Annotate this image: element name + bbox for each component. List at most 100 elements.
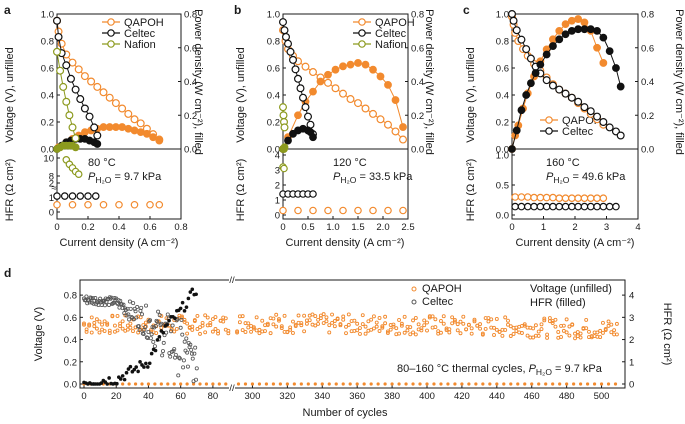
qapoh-voltage-point	[190, 324, 195, 329]
legend-label: Celtec	[422, 296, 454, 308]
qapoh-hfr-point	[299, 382, 303, 386]
voltage-tick-label: 0.6	[267, 64, 280, 75]
voltage-point	[71, 134, 80, 143]
hfr-point	[530, 202, 538, 211]
celtec-voltage-point	[115, 301, 120, 306]
celtec-hfr-point	[182, 309, 187, 313]
hfr-point	[555, 202, 564, 211]
voltage-point	[291, 65, 300, 74]
celtec-voltage-point	[117, 305, 122, 310]
x-tick-label: 300	[245, 391, 261, 402]
qapoh-voltage-point	[338, 323, 343, 328]
qapoh-voltage-point	[254, 315, 259, 320]
qapoh-voltage-point	[203, 313, 208, 318]
qapoh-hfr-point	[411, 382, 415, 386]
qapoh-voltage-point	[299, 321, 304, 326]
hfr-point	[324, 206, 332, 215]
voltage-point	[299, 93, 308, 102]
qapoh-voltage-point	[279, 324, 284, 329]
power-tick-label: 0.2	[411, 111, 424, 122]
celtec-hfr-point	[105, 382, 109, 386]
voltage-point	[76, 95, 85, 104]
qapoh-voltage-point	[402, 314, 407, 319]
power-point	[155, 136, 164, 145]
legend-label: QAPOH	[422, 283, 462, 295]
power-point	[580, 18, 589, 27]
qapoh-hfr-point	[502, 382, 506, 386]
qapoh-voltage-point	[335, 316, 340, 321]
qapoh-voltage-point	[358, 326, 362, 330]
voltage-tick-label: 0.8	[64, 291, 77, 302]
qapoh-voltage-point	[263, 329, 267, 334]
hfr-tick-label: 1	[275, 196, 280, 207]
celtec-hfr-point	[138, 360, 142, 364]
power-tick-label: 0.0	[411, 145, 424, 156]
qapoh-voltage-point	[553, 324, 558, 329]
voltage-tick-label: 0.0	[64, 380, 77, 391]
qapoh-voltage-point	[567, 333, 572, 338]
celtec-hfr-point	[167, 318, 171, 323]
panel-letter-a: a	[4, 3, 11, 17]
qapoh-hfr-point	[127, 382, 131, 386]
qapoh-voltage-point	[246, 321, 251, 326]
hfr-point	[599, 194, 608, 203]
voltage-tick-label: 0.2	[267, 118, 280, 129]
power-tick-label: 0.8	[184, 10, 197, 21]
pressure-value: = 49.6 kPa	[569, 171, 626, 183]
hfr-tick-label: 1.0	[496, 151, 509, 162]
qapoh-voltage-point	[458, 331, 463, 336]
power-point	[309, 87, 317, 96]
celtec-voltage-point	[144, 303, 149, 308]
celtec-hfr-point	[190, 287, 195, 292]
voltage-point	[304, 112, 313, 121]
voltage-point	[301, 103, 310, 112]
qapoh-voltage-point	[455, 322, 460, 327]
voltage-point	[331, 84, 340, 93]
qapoh-hfr-point	[355, 382, 359, 386]
qapoh-voltage-point	[503, 315, 508, 320]
hfr-point	[530, 193, 538, 202]
celtec-hfr-point	[155, 338, 160, 342]
qapoh-voltage-point	[405, 328, 410, 333]
hfr-point	[76, 192, 85, 200]
x-tick-label: 1	[541, 222, 546, 233]
legend-marker	[411, 286, 417, 292]
qapoh-voltage-point	[374, 320, 379, 325]
hfr-point	[517, 202, 526, 211]
qapoh-hfr-point	[537, 382, 541, 386]
qapoh-voltage-point	[164, 316, 169, 321]
voltage-tick-label: 1.0	[41, 10, 54, 21]
qapoh-hfr-point	[153, 382, 157, 386]
power-tick-label: 0.8	[641, 10, 654, 21]
qapoh-hfr-point	[243, 382, 248, 386]
voltage-point	[80, 104, 89, 113]
qapoh-voltage-point	[478, 322, 483, 327]
celtec-voltage-point	[159, 321, 164, 326]
qapoh-voltage-point	[441, 321, 446, 326]
qapoh-voltage-point	[226, 331, 231, 336]
celtec-voltage-point	[139, 305, 144, 310]
qapoh-voltage-point	[391, 324, 396, 329]
hfr-tick-label: 2	[275, 181, 280, 192]
qapoh-voltage-point	[380, 324, 385, 329]
x-tick-label: 420	[454, 391, 470, 402]
qapoh-voltage-point	[82, 321, 86, 326]
legend-label: QAPOH	[124, 17, 164, 29]
panel-c-voltage-axis-label: Voltage (V), unfilled	[465, 47, 477, 142]
legend-marker	[107, 29, 115, 37]
qapoh-hfr-point	[159, 382, 163, 386]
qapoh-voltage-point	[483, 326, 488, 331]
qapoh-voltage-point	[450, 321, 455, 326]
legend-marker	[107, 40, 115, 48]
legend-marker	[358, 40, 366, 48]
qapoh-voltage-point	[600, 330, 605, 335]
qapoh-voltage-point	[120, 326, 125, 331]
celtec-voltage-point	[173, 352, 178, 357]
celtec-voltage-point	[181, 358, 186, 363]
celtec-hfr-point	[107, 376, 111, 380]
voltage-point	[99, 88, 108, 97]
qapoh-voltage-point	[472, 319, 477, 324]
hfr-point	[53, 200, 61, 209]
x-tick-label: 0.2	[81, 222, 94, 233]
